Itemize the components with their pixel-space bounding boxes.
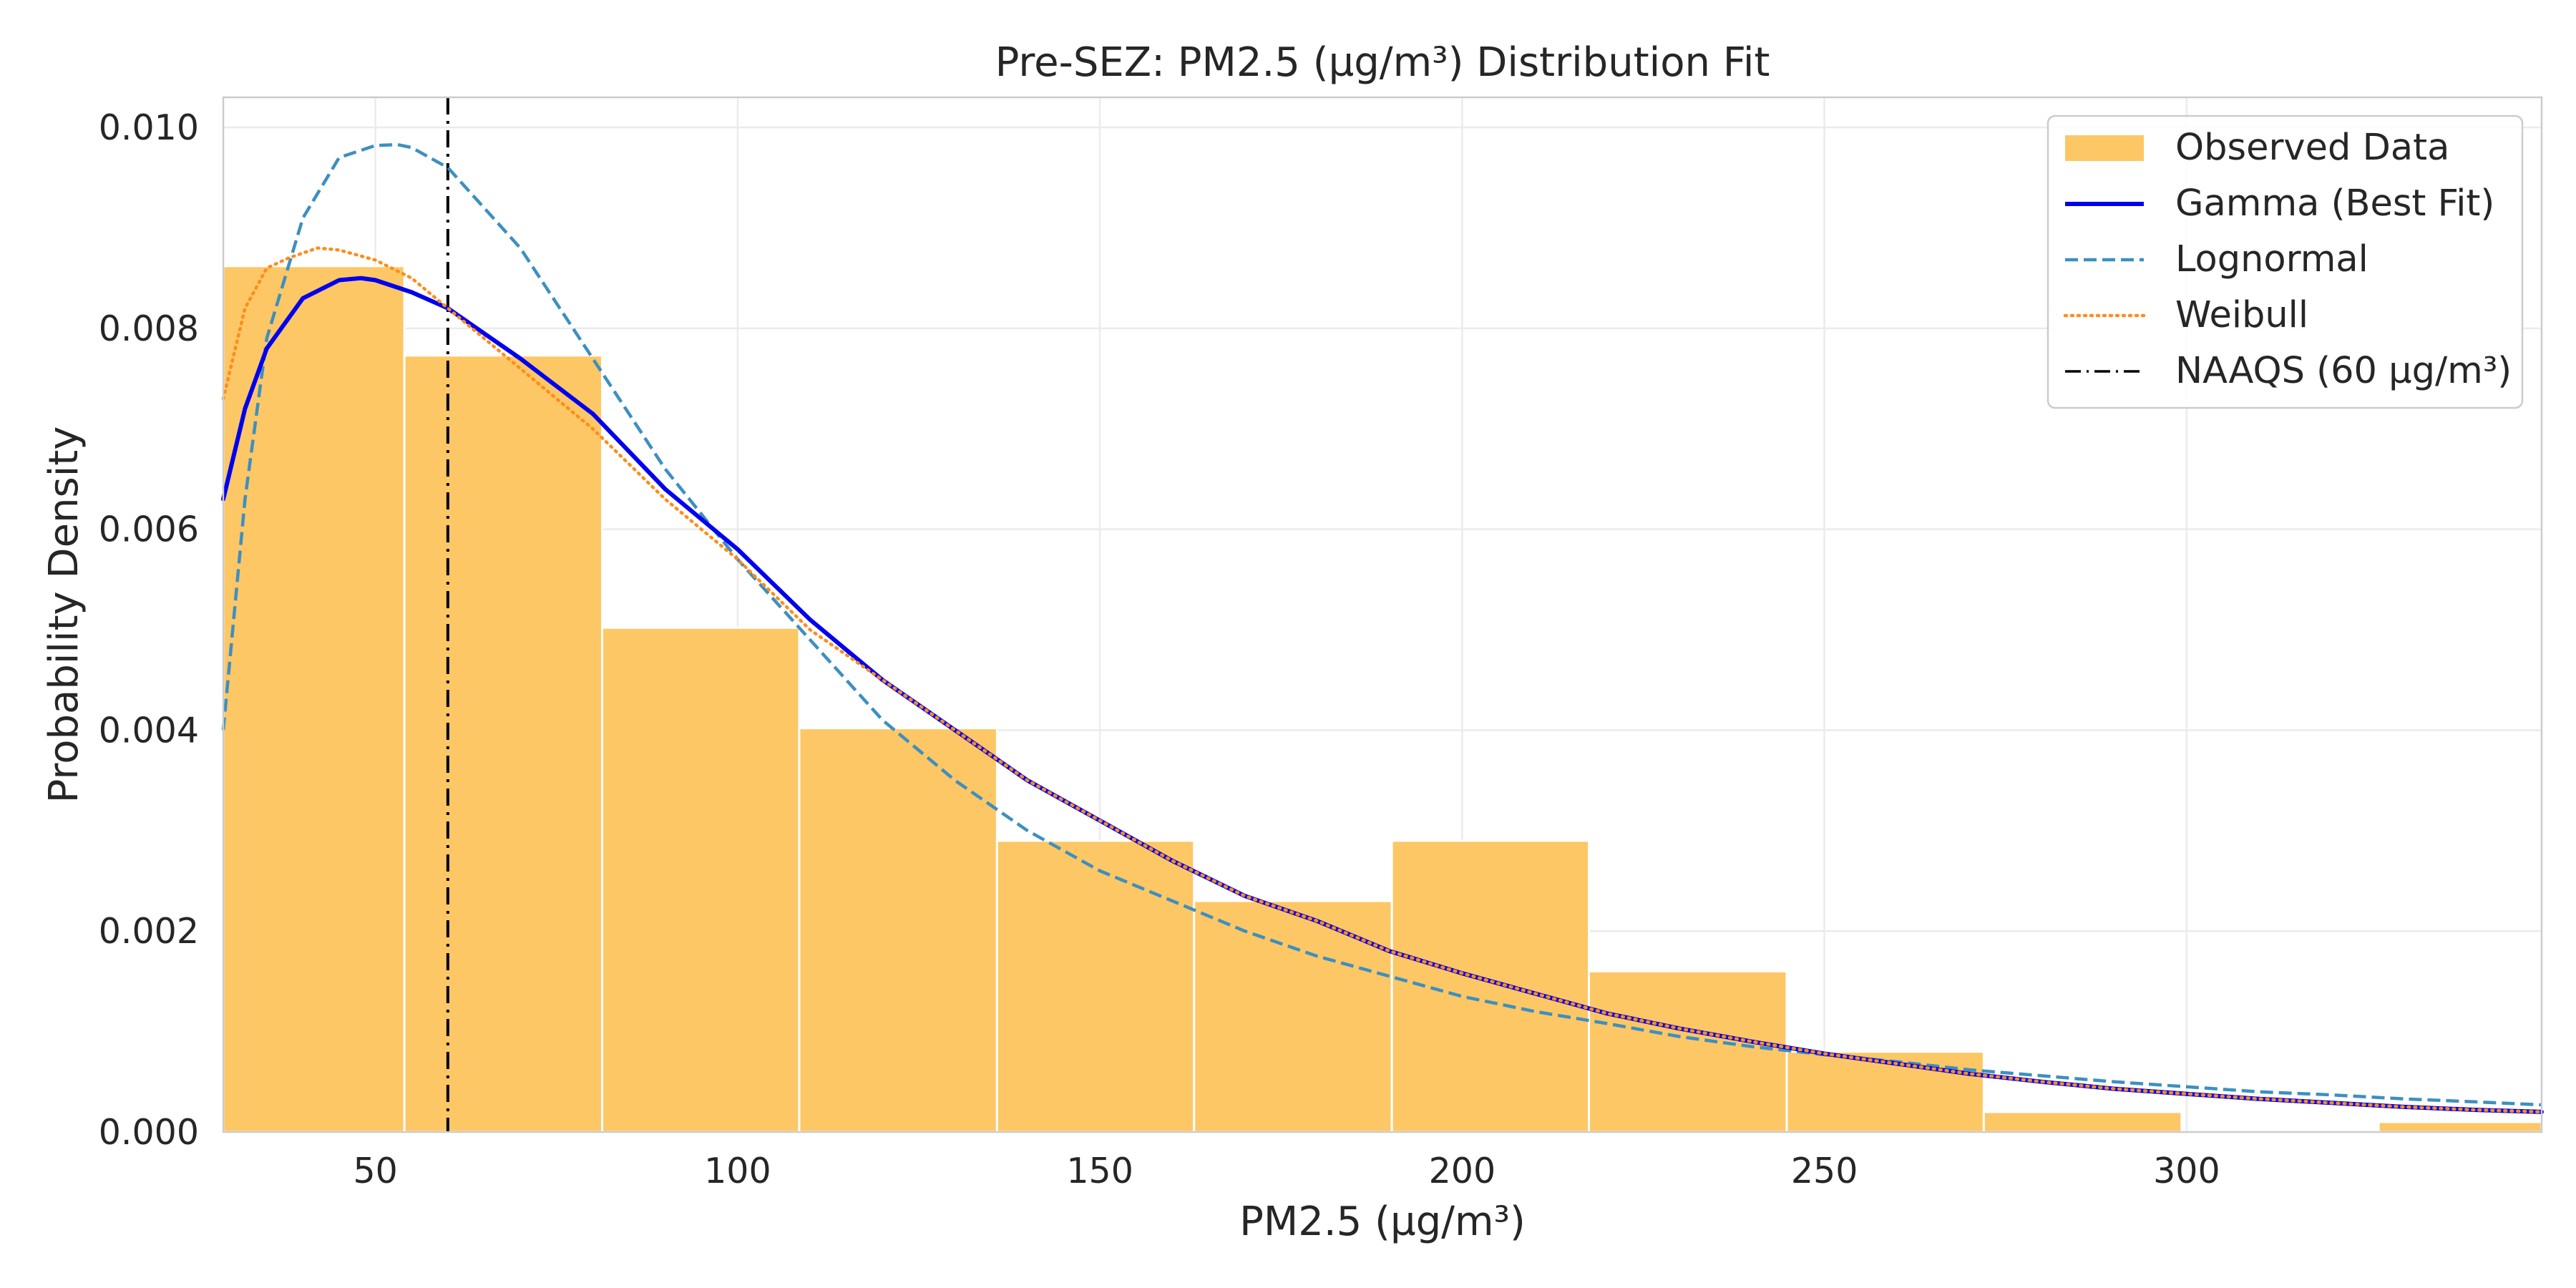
- histogram-bar: [1785, 1050, 1985, 1133]
- series-line-weibull: [221, 246, 2544, 1114]
- x-tick-label: 300: [2153, 1151, 2220, 1191]
- legend-label-gamma: Gamma (Best Fit): [2175, 182, 2494, 225]
- histogram-bar: [1193, 899, 1393, 1133]
- y-tick-label: 0.000: [99, 1112, 199, 1153]
- axis-ticks: 50 100 150 200 250 300 0.000 0.002 0.004 0.006 0.0…: [99, 107, 2220, 1191]
- chart-title: Pre-SEZ: PM2.5 (µg/m³) Distribution Fit: [995, 39, 1770, 86]
- plot-frame: [222, 96, 2543, 1133]
- histogram-bar: [995, 839, 1196, 1133]
- y-tick-label: 0.006: [99, 509, 199, 550]
- x-tick-label: 200: [1429, 1151, 1496, 1191]
- histogram-bar: [1982, 1111, 2183, 1133]
- histogram-bar: [2377, 1121, 2543, 1133]
- y-tick-label: 0.010: [99, 107, 199, 148]
- y-tick-label: 0.002: [99, 911, 199, 952]
- histogram-bar: [222, 265, 406, 1133]
- histogram-bar: [403, 354, 604, 1133]
- x-tick-label: 100: [704, 1151, 771, 1191]
- legend-swatch-observed: [2065, 135, 2144, 161]
- legend-label-lognormal: Lognormal: [2175, 238, 2368, 280]
- x-tick-label: 250: [1791, 1151, 1858, 1191]
- y-axis-label: Probability Density: [41, 426, 87, 804]
- legend: Observed Data Gamma (Best Fit) Lognormal…: [2046, 114, 2524, 409]
- legend-label-weibull: Weibull: [2175, 294, 2308, 336]
- legend-box: [2046, 114, 2524, 409]
- histogram-bar: [1390, 839, 1591, 1133]
- x-tick-label: 50: [353, 1151, 397, 1191]
- x-tick-label: 150: [1066, 1151, 1133, 1191]
- legend-label-observed: Observed Data: [2175, 127, 2449, 169]
- y-tick-label: 0.008: [99, 308, 199, 349]
- x-axis-label: PM2.5 (µg/m³): [1239, 1199, 1526, 1245]
- histogram-bar: [798, 727, 998, 1133]
- y-tick-label: 0.004: [99, 710, 199, 751]
- fit-curves: [221, 142, 2544, 1114]
- series-line-lognormal: [221, 142, 2542, 1107]
- histogram-bar: [601, 626, 801, 1133]
- histogram-bar: [1588, 970, 1788, 1133]
- legend-label-naaqs: NAAQS (60 µg/m³): [2175, 350, 2512, 392]
